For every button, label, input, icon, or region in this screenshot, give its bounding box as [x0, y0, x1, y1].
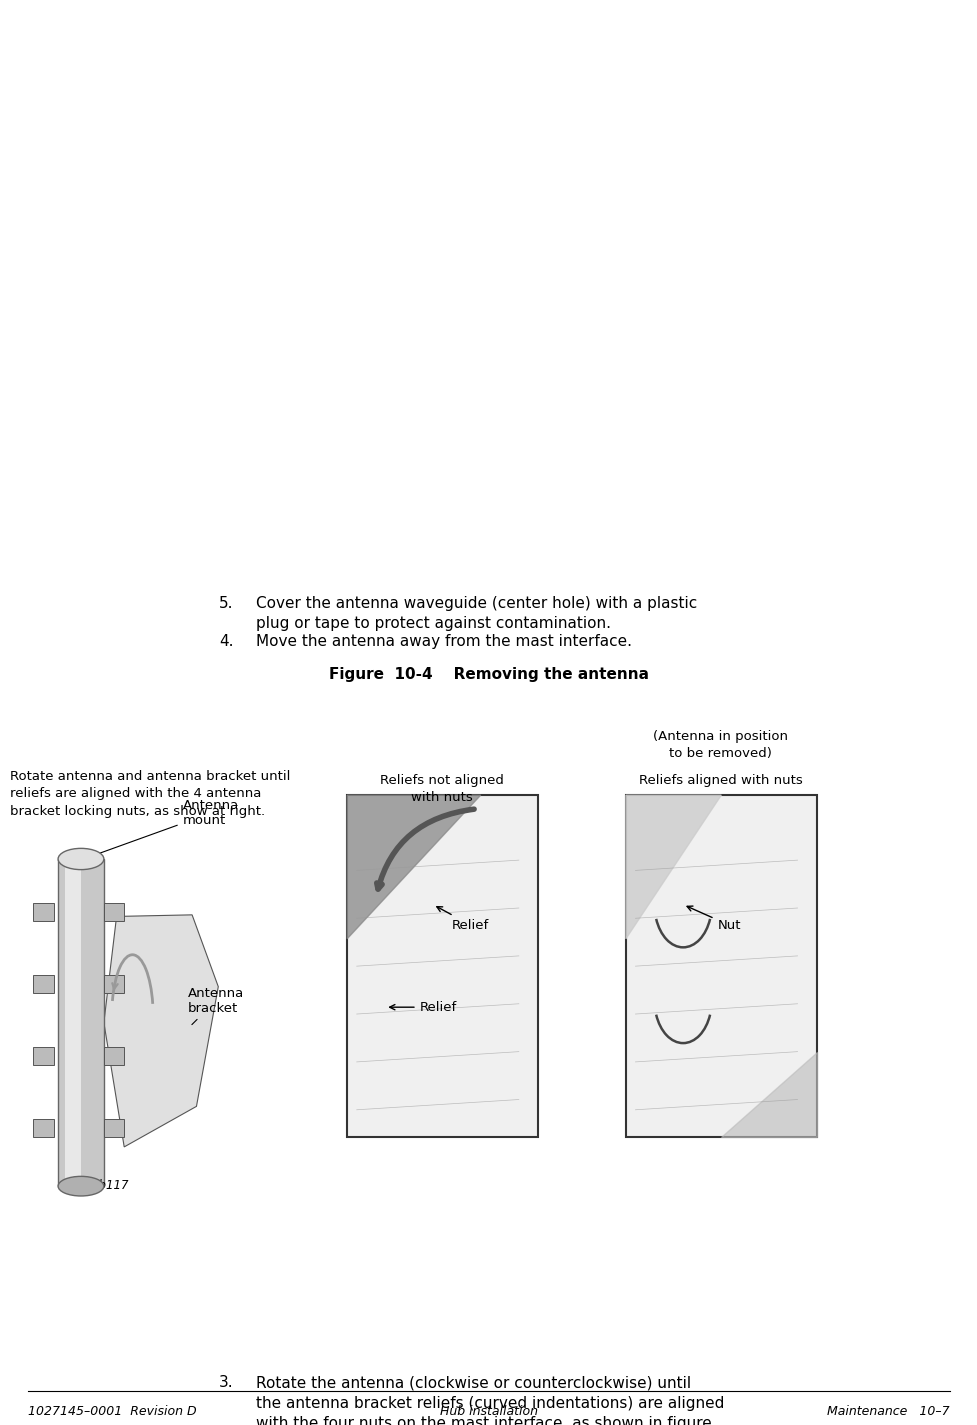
- Bar: [347, 795, 537, 1137]
- Bar: [64, 859, 81, 1186]
- Polygon shape: [721, 1052, 816, 1137]
- Bar: [104, 975, 124, 993]
- Text: Move the antenna away from the mast interface.: Move the antenna away from the mast inte…: [256, 634, 631, 650]
- Bar: [33, 1047, 54, 1064]
- Bar: [104, 903, 124, 921]
- Bar: [33, 1119, 54, 1137]
- Text: 4.: 4.: [219, 634, 234, 650]
- Text: Maintenance   10–7: Maintenance 10–7: [827, 1405, 949, 1418]
- Ellipse shape: [58, 848, 104, 869]
- Text: 5.: 5.: [219, 596, 234, 611]
- Text: (Antenna in position
to be removed): (Antenna in position to be removed): [653, 730, 787, 760]
- Text: Reliefs not aligned
with nuts: Reliefs not aligned with nuts: [380, 774, 503, 804]
- Text: 1027145–0001  Revision D: 1027145–0001 Revision D: [28, 1405, 196, 1418]
- Text: Cover the antenna waveguide (center hole) with a plastic
plug or tape to protect: Cover the antenna waveguide (center hole…: [256, 596, 697, 631]
- Bar: [104, 1047, 124, 1064]
- Polygon shape: [625, 795, 721, 939]
- Polygon shape: [347, 795, 480, 939]
- Text: Nut: Nut: [687, 906, 741, 932]
- Text: hb117: hb117: [91, 1178, 129, 1193]
- Text: Antenna
bracket: Antenna bracket: [188, 986, 244, 1025]
- Text: Relief: Relief: [389, 1000, 456, 1013]
- Text: Rotate antenna and antenna bracket until
reliefs are aligned with the 4 antenna
: Rotate antenna and antenna bracket until…: [10, 770, 290, 818]
- Polygon shape: [104, 915, 218, 1147]
- Text: Reliefs aligned with nuts: Reliefs aligned with nuts: [638, 774, 802, 787]
- Ellipse shape: [58, 1177, 104, 1196]
- Text: 3.: 3.: [219, 1375, 234, 1391]
- Text: Antenna
mount: Antenna mount: [98, 799, 238, 854]
- Bar: [625, 795, 816, 1137]
- Bar: [104, 1119, 124, 1137]
- Bar: [58, 859, 104, 1186]
- Text: Rotate the antenna (clockwise or counterclockwise) until
the antenna bracket rel: Rotate the antenna (clockwise or counter…: [256, 1375, 724, 1425]
- Text: Relief: Relief: [437, 906, 488, 932]
- Bar: [33, 975, 54, 993]
- Text: Figure  10-4    Removing the antenna: Figure 10-4 Removing the antenna: [328, 667, 649, 683]
- Bar: [33, 903, 54, 921]
- Text: Hub installation: Hub installation: [440, 1405, 537, 1418]
